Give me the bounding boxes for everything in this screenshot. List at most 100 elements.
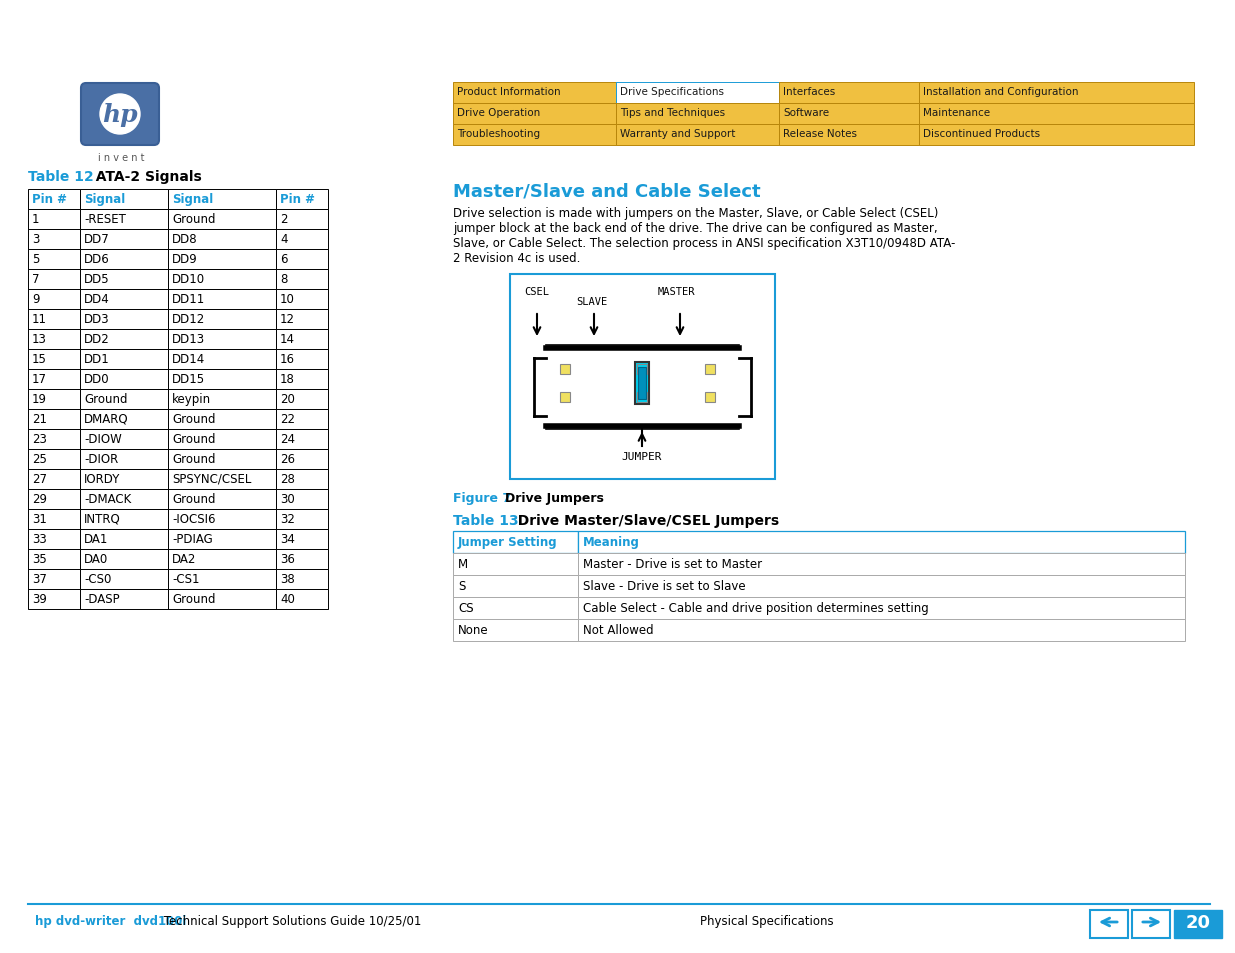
- Bar: [275, 450, 329, 470]
- Bar: [705, 365, 715, 375]
- Bar: [275, 530, 329, 550]
- Text: DD2: DD2: [84, 333, 110, 346]
- Bar: [28, 410, 80, 430]
- Bar: [275, 210, 329, 230]
- Bar: [80, 390, 168, 410]
- Bar: [80, 190, 168, 210]
- Bar: [80, 350, 168, 370]
- Bar: [616, 125, 779, 146]
- Text: 3: 3: [32, 233, 40, 246]
- Bar: [80, 210, 168, 230]
- Text: 1: 1: [32, 213, 40, 226]
- Bar: [616, 83, 779, 104]
- Text: Slave - Drive is set to Slave: Slave - Drive is set to Slave: [583, 579, 746, 593]
- Text: -CS1: -CS1: [172, 573, 200, 585]
- Bar: [168, 390, 275, 410]
- Text: 9: 9: [32, 293, 40, 306]
- Bar: [1174, 910, 1221, 938]
- Text: CS: CS: [458, 601, 474, 615]
- Bar: [578, 619, 1186, 641]
- Bar: [1132, 910, 1170, 938]
- Bar: [80, 310, 168, 330]
- Bar: [28, 250, 80, 270]
- Text: DD6: DD6: [84, 253, 110, 266]
- Text: Ground: Ground: [172, 493, 215, 505]
- Bar: [80, 430, 168, 450]
- Bar: [275, 330, 329, 350]
- Bar: [168, 550, 275, 569]
- Bar: [275, 310, 329, 330]
- Bar: [168, 589, 275, 609]
- Bar: [28, 270, 80, 290]
- Text: Drive selection is made with jumpers on the Master, Slave, or Cable Select (CSEL: Drive selection is made with jumpers on …: [453, 207, 939, 220]
- Text: 10: 10: [280, 293, 295, 306]
- Bar: [80, 569, 168, 589]
- Text: Ground: Ground: [172, 213, 215, 226]
- Text: 38: 38: [280, 573, 295, 585]
- Bar: [453, 104, 616, 125]
- Text: 28: 28: [280, 473, 295, 485]
- Bar: [80, 290, 168, 310]
- Bar: [168, 190, 275, 210]
- Text: DD14: DD14: [172, 353, 205, 366]
- Text: -PDIAG: -PDIAG: [172, 533, 212, 545]
- Bar: [168, 330, 275, 350]
- Bar: [453, 554, 578, 576]
- Text: Signal: Signal: [172, 193, 214, 206]
- Bar: [168, 370, 275, 390]
- Bar: [275, 250, 329, 270]
- Bar: [168, 350, 275, 370]
- Bar: [453, 83, 616, 104]
- Text: 36: 36: [280, 553, 295, 565]
- Text: 33: 33: [32, 533, 47, 545]
- Bar: [28, 490, 80, 510]
- Text: 23: 23: [32, 433, 47, 446]
- Text: Ground: Ground: [172, 433, 215, 446]
- Text: Discontinued Products: Discontinued Products: [923, 129, 1040, 139]
- Text: 12: 12: [280, 313, 295, 326]
- Bar: [275, 190, 329, 210]
- Bar: [28, 470, 80, 490]
- Text: Technical Support Solutions Guide 10/25/01: Technical Support Solutions Guide 10/25/…: [161, 914, 421, 927]
- Bar: [168, 470, 275, 490]
- Text: DMARQ: DMARQ: [84, 413, 128, 426]
- Bar: [275, 290, 329, 310]
- Bar: [559, 365, 571, 375]
- Bar: [80, 450, 168, 470]
- Text: DD11: DD11: [172, 293, 205, 306]
- Text: 24: 24: [280, 433, 295, 446]
- Text: 32: 32: [280, 513, 295, 525]
- Text: 19: 19: [32, 393, 47, 406]
- Bar: [28, 390, 80, 410]
- Text: DD4: DD4: [84, 293, 110, 306]
- Text: 2: 2: [280, 213, 288, 226]
- Text: SLAVE: SLAVE: [576, 296, 608, 307]
- Text: Ground: Ground: [172, 593, 215, 605]
- Bar: [168, 250, 275, 270]
- Bar: [275, 569, 329, 589]
- Bar: [28, 190, 80, 210]
- Text: 37: 37: [32, 573, 47, 585]
- Bar: [453, 598, 578, 619]
- Text: -DMACK: -DMACK: [84, 493, 131, 505]
- Text: 40: 40: [280, 593, 295, 605]
- Text: Drive Jumpers: Drive Jumpers: [505, 492, 604, 504]
- Text: Product Information: Product Information: [457, 87, 561, 97]
- Bar: [637, 365, 647, 375]
- Text: Not Allowed: Not Allowed: [583, 623, 653, 637]
- Text: Drive Master/Slave/CSEL Jumpers: Drive Master/Slave/CSEL Jumpers: [508, 514, 779, 527]
- Text: DD12: DD12: [172, 313, 205, 326]
- Bar: [453, 576, 578, 598]
- Text: Drive Specifications: Drive Specifications: [620, 87, 724, 97]
- Text: Troubleshooting: Troubleshooting: [457, 129, 540, 139]
- Text: i n v e n t: i n v e n t: [98, 152, 144, 163]
- Text: Jumper Setting: Jumper Setting: [458, 536, 558, 548]
- Text: Figure 7: Figure 7: [453, 492, 511, 504]
- Text: Pin #: Pin #: [280, 193, 315, 206]
- Text: JUMPER: JUMPER: [621, 452, 662, 461]
- Bar: [275, 350, 329, 370]
- Text: M: M: [458, 558, 468, 571]
- Text: Maintenance: Maintenance: [923, 108, 990, 118]
- Bar: [275, 230, 329, 250]
- Text: DD5: DD5: [84, 273, 110, 286]
